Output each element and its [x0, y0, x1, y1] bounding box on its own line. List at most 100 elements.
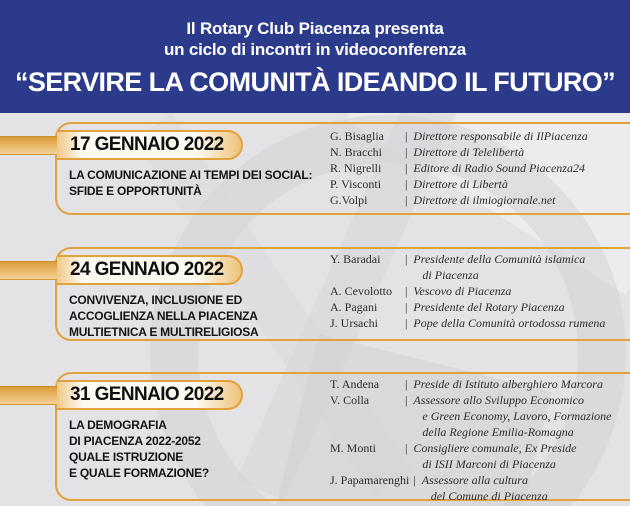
- speaker-role: Pope della Comunità ortodossa rumena: [413, 315, 624, 331]
- speaker-name: J. Ursachi: [330, 316, 378, 330]
- separator-bar: |: [405, 129, 408, 143]
- speaker-role-line: di ISII Marconi di Piacenza: [422, 457, 556, 471]
- speaker-row: N. Bracchi | Direttore di Telelibertà: [330, 144, 624, 160]
- banner-presenter-line: Il Rotary Club Piacenza presenta: [186, 19, 444, 38]
- speaker-role-line: Preside di Istituto alberghiero Marcora: [413, 377, 603, 391]
- event-title-line: SFIDE E OPPORTUNITÀ: [69, 184, 202, 198]
- date-ribbon: [0, 136, 57, 155]
- speaker-role-line: e Green Economy, Lavoro, Formazione: [422, 409, 612, 423]
- speaker-name: N. Bracchi: [330, 145, 382, 159]
- speaker-role: Vescovo di Piacenza: [413, 283, 624, 299]
- speaker-row: A. Cevolotto | Vescovo di Piacenza: [330, 283, 624, 299]
- event-left-column: 17 GENNAIO 2022 LA COMUNICAZIONE AI TEMP…: [57, 124, 329, 199]
- speaker-name: M. Monti: [330, 441, 377, 455]
- speakers-list: G. Bisaglia | Direttore responsabile di …: [330, 128, 624, 208]
- speaker-row: J. Papamarenghi | Assessore alla cultura…: [330, 472, 624, 504]
- event-title: CONVIVENZA, INCLUSIONE ED ACCOGLIENZA NE…: [69, 292, 329, 340]
- speaker-role-line: Direttore di ilmiogiornale.net: [413, 193, 556, 207]
- speaker-role-line: della Regione Emilia-Romagna: [422, 425, 574, 439]
- speaker-role: Preside di Istituto alberghiero Marcora: [413, 376, 624, 392]
- event-block-24-gennaio: 24 GENNAIO 2022 CONVIVENZA, INCLUSIONE E…: [0, 247, 630, 341]
- separator-bar: |: [405, 193, 408, 207]
- speaker-role: Presidente del Rotary Piacenza: [413, 299, 624, 315]
- separator-bar: |: [405, 316, 408, 330]
- speaker-name: P. Visconti: [330, 177, 382, 191]
- speaker-row: P. Visconti | Direttore di Libertà: [330, 176, 624, 192]
- event-title-line: LA COMUNICAZIONE AI TEMPI DEI SOCIAL:: [69, 168, 313, 182]
- date-ribbon: [0, 386, 57, 405]
- speaker-role: Direttore di Telelibertà: [413, 144, 624, 160]
- speaker-name: J. Papamarenghi: [330, 473, 410, 487]
- speaker-row: J. Ursachi | Pope della Comunità ortodos…: [330, 315, 624, 331]
- separator-bar: |: [405, 377, 408, 391]
- event-left-column: 24 GENNAIO 2022 CONVIVENZA, INCLUSIONE E…: [57, 249, 329, 340]
- separator-bar: |: [405, 177, 408, 191]
- event-date: 17 GENNAIO 2022: [70, 134, 224, 155]
- speaker-role-line: Assessore alla cultura: [421, 473, 528, 487]
- event-title-line: LA DEMOGRAFIA: [69, 418, 167, 432]
- speaker-role-line: Assessore allo Sviluppo Economico: [413, 393, 584, 407]
- separator-bar: |: [405, 252, 408, 266]
- speaker-row: V. Colla | Assessore allo Sviluppo Econo…: [330, 392, 624, 440]
- speaker-name: V. Colla: [330, 393, 370, 407]
- speaker-role: Assessore alla cultura del Comune di Pia…: [422, 472, 624, 504]
- speaker-row: T. Andena | Preside di Istituto alberghi…: [330, 376, 624, 392]
- separator-bar: |: [405, 393, 408, 407]
- event-date: 31 GENNAIO 2022: [70, 384, 224, 405]
- speaker-role-line: Editore di Radio Sound Piacenza24: [413, 161, 585, 175]
- speaker-row: R. Nigrelli | Editore di Radio Sound Pia…: [330, 160, 624, 176]
- speaker-role-line: Consigliere comunale, Ex Preside: [413, 441, 577, 455]
- speaker-name: G. Bisaglia: [330, 129, 384, 143]
- speaker-role-line: Direttore di Telelibertà: [413, 145, 525, 159]
- separator-bar: |: [405, 161, 408, 175]
- event-block-17-gennaio: 17 GENNAIO 2022 LA COMUNICAZIONE AI TEMP…: [0, 122, 630, 215]
- separator-bar: |: [413, 473, 416, 487]
- event-title-line: MULTIETNICA E MULTIRELIGIOSA: [69, 325, 259, 339]
- banner-series-line: un ciclo di incontri in videoconferenza: [163, 40, 467, 59]
- speaker-role-line: del Comune di Piacenza: [430, 489, 548, 503]
- speaker-name: T. Andena: [330, 377, 380, 391]
- speaker-role: Direttore di Libertà: [413, 176, 624, 192]
- speaker-row: Y. Baradai | Presidente della Comunità i…: [330, 251, 624, 283]
- speaker-row: G. Bisaglia | Direttore responsabile di …: [330, 128, 624, 144]
- event-title-line: ACCOGLIENZA NELLA PIACENZA: [69, 309, 258, 323]
- event-title-line: QUALE ISTRUZIONE: [69, 450, 184, 464]
- speaker-row: A. Pagani | Presidente del Rotary Piacen…: [330, 299, 624, 315]
- speakers-list: T. Andena | Preside di Istituto alberghi…: [330, 376, 624, 504]
- event-title-line: E QUALE FORMAZIONE?: [69, 466, 209, 480]
- event-title-line: CONVIVENZA, INCLUSIONE ED: [69, 293, 243, 307]
- separator-bar: |: [405, 284, 408, 298]
- speaker-role-line: Direttore di Libertà: [413, 177, 508, 191]
- speakers-list: Y. Baradai | Presidente della Comunità i…: [330, 251, 624, 331]
- speaker-role: Direttore responsabile di IlPiacenza: [413, 128, 624, 144]
- speaker-name: A. Cevolotto: [330, 284, 392, 298]
- date-pill: 17 GENNAIO 2022: [57, 130, 243, 160]
- speaker-role-line: Direttore responsabile di IlPiacenza: [413, 129, 588, 143]
- speaker-role: Direttore di ilmiogiornale.net: [413, 192, 624, 208]
- speaker-role: Presidente della Comunità islamica di Pi…: [413, 251, 624, 283]
- speaker-row: M. Monti | Consigliere comunale, Ex Pres…: [330, 440, 624, 472]
- banner: Il Rotary Club Piacenza presenta un cicl…: [0, 0, 630, 113]
- speaker-role-line: Vescovo di Piacenza: [413, 284, 512, 298]
- event-date: 24 GENNAIO 2022: [70, 259, 224, 280]
- speaker-name: R. Nigrelli: [330, 161, 382, 175]
- speaker-role-line: Presidente della Comunità islamica: [413, 252, 586, 266]
- banner-headline: “SERVIRE LA COMUNITÀ IDEANDO IL FUTURO”: [14, 67, 616, 97]
- speaker-name: Y. Baradai: [330, 252, 381, 266]
- date-ribbon: [0, 261, 57, 280]
- event-title: LA DEMOGRAFIA DI PIACENZA 2022-2052 QUAL…: [69, 417, 329, 481]
- speaker-role: Assessore allo Sviluppo Economico e Gree…: [413, 392, 624, 440]
- speaker-name: A. Pagani: [330, 300, 378, 314]
- separator-bar: |: [405, 441, 408, 455]
- speaker-role-line: di Piacenza: [422, 268, 479, 282]
- speaker-row: G.Volpi | Direttore di ilmiogiornale.net: [330, 192, 624, 208]
- speaker-role-line: Presidente del Rotary Piacenza: [413, 300, 565, 314]
- event-left-column: 31 GENNAIO 2022 LA DEMOGRAFIA DI PIACENZ…: [57, 374, 329, 481]
- speaker-role-line: Pope della Comunità ortodossa rumena: [413, 316, 606, 330]
- speaker-role: Consigliere comunale, Ex Preside di ISII…: [413, 440, 624, 472]
- event-title-line: DI PIACENZA 2022-2052: [69, 434, 201, 448]
- event-block-31-gennaio: 31 GENNAIO 2022 LA DEMOGRAFIA DI PIACENZ…: [0, 372, 630, 504]
- event-title: LA COMUNICAZIONE AI TEMPI DEI SOCIAL: SF…: [69, 167, 329, 199]
- date-pill: 31 GENNAIO 2022: [57, 380, 243, 410]
